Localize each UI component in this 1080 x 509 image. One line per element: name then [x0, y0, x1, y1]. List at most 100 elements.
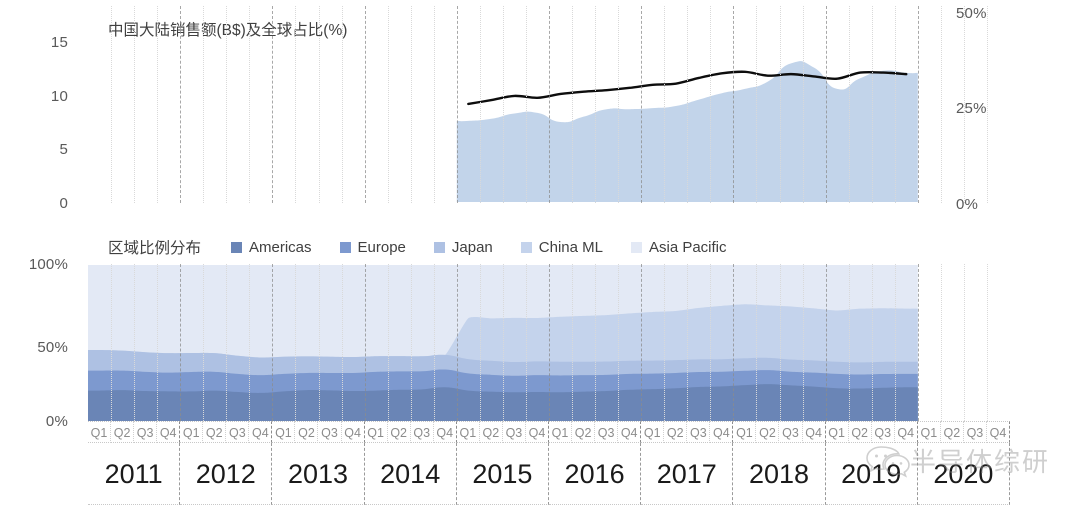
legend-swatch-icon: [630, 241, 642, 253]
x-axis-quarter-cell: Q2: [479, 421, 503, 443]
x-axis-quarter-cell: Q1: [272, 421, 296, 443]
gridline-quarter: [618, 264, 620, 421]
legend-item-japan[interactable]: Japan: [433, 239, 493, 256]
legend-item-asia-pacific[interactable]: Asia Pacific: [630, 239, 727, 256]
x-axis-year-cell: 2020: [917, 443, 1010, 505]
gridline-quarter: [387, 264, 389, 421]
gridline-year: [364, 6, 366, 203]
gridline-quarter: [387, 6, 389, 203]
x-axis-year-cell: 2011: [88, 443, 181, 505]
gridline-quarter: [572, 264, 574, 421]
bottom-left-axis-tick-50: 50%: [37, 339, 68, 356]
gridline-quarter: [249, 6, 251, 203]
bottom-gridlines: [88, 264, 1010, 421]
gridline-quarter: [502, 264, 504, 421]
x-axis-quarter-cell: Q1: [180, 421, 204, 443]
gridline-quarter: [848, 264, 850, 421]
gridline-year: [733, 6, 735, 203]
x-axis-quarter-row: Q1 Q2 Q3 Q4 Q1 Q2 Q3 Q4 Q1 Q2 Q3 Q4 Q1 Q2 Q3 Q4 Q1 Q2 Q3 Q4…: [88, 421, 1010, 443]
x-axis-quarter-cell: Q4: [986, 421, 1010, 443]
x-axis-quarter-cell: Q4: [710, 421, 734, 443]
x-axis-quarter-cell: Q2: [572, 421, 596, 443]
bottom-left-axis-tick-100: 100%: [28, 256, 68, 273]
gridline-year: [917, 6, 919, 203]
gridline-quarter: [664, 264, 666, 421]
gridline-quarter: [295, 264, 297, 421]
x-axis-year-row: 2011 2012 2013 2014 2015 2016 2017 2018 2019 2020: [88, 443, 1010, 505]
top-right-axis-tick-25: 25%: [956, 100, 987, 117]
gridline-quarter: [756, 6, 758, 203]
gridline-year: [549, 6, 550, 203]
x-axis-quarter-cell: Q4: [341, 421, 365, 443]
x-axis-quarter-cell: Q1: [456, 421, 480, 443]
x-axis-quarter-cell: Q3: [963, 421, 987, 443]
gridline-quarter: [318, 6, 320, 203]
gridline-quarter: [341, 6, 343, 203]
gridline-year: [825, 6, 827, 203]
gridline-quarter: [318, 264, 320, 421]
legend-item-label: China ML: [538, 238, 603, 256]
x-axis-year-cell: 2017: [641, 443, 734, 505]
gridline-quarter: [203, 264, 205, 421]
gridline-quarter: [203, 6, 205, 203]
gridline-quarter: [664, 6, 666, 203]
gridline-year: [825, 264, 827, 421]
gridline-quarter: [802, 264, 804, 421]
gridline-year: [456, 6, 458, 203]
gridline-quarter: [341, 264, 343, 421]
x-axis-year-cell: 2018: [733, 443, 826, 505]
gridline-quarter: [940, 264, 942, 421]
top-right-axis-tick-50: 50%: [956, 5, 987, 22]
x-axis-quarter-cell: Q4: [157, 421, 181, 443]
x-axis-year-cell: 2012: [180, 443, 273, 505]
x-axis-quarter-cell: Q3: [410, 421, 434, 443]
gridline-year: [180, 264, 182, 421]
top-left-axis-tick-5: 5: [59, 141, 68, 158]
gridline-quarter: [802, 6, 804, 203]
gridline-quarter: [871, 264, 873, 421]
top-chart-title: 中国大陆销售额(B$)及全球占比(%): [108, 22, 348, 39]
legend-item-china-ml[interactable]: China ML: [520, 238, 603, 256]
gridline-year: [180, 6, 182, 203]
top-right-axis-tick-0: 0%: [956, 196, 979, 213]
gridline-quarter: [894, 6, 896, 203]
x-axis-year-cell: 2019: [825, 443, 918, 505]
legend: 区域比例分布 Americas Europe Japan China ML Asia P…: [108, 236, 755, 258]
gridline-quarter: [433, 264, 435, 421]
top-left-axis-tick-0: 0: [59, 195, 68, 212]
gridline-quarter: [111, 264, 113, 421]
x-axis-quarter-cell: Q2: [940, 421, 964, 443]
gridline-year: [456, 264, 458, 421]
gridline-quarter: [710, 264, 712, 421]
gridline-year: [272, 6, 274, 203]
x-axis-year-cell: 2014: [364, 443, 457, 505]
gridline-quarter: [595, 6, 597, 203]
x-axis-quarter-cell: Q1: [825, 421, 849, 443]
gridline-quarter: [871, 6, 873, 203]
gridline-quarter: [502, 6, 504, 203]
gridline-year: [272, 264, 274, 421]
gridline-quarter: [226, 264, 228, 421]
x-axis-year-cell: 2013: [272, 443, 365, 505]
gridline-quarter: [618, 6, 620, 203]
gridline-quarter: [410, 6, 412, 203]
x-axis-quarter-cell: Q4: [249, 421, 273, 443]
gridline-quarter: [433, 6, 435, 203]
legend-item-label: Americas: [249, 238, 312, 256]
gridline-year: [917, 264, 919, 421]
gridline-year: [641, 6, 643, 203]
gridline-quarter: [134, 264, 136, 421]
x-axis-quarter-cell: Q3: [871, 421, 895, 443]
x-axis-quarter-cell: Q4: [618, 421, 642, 443]
gridline-quarter: [157, 6, 159, 203]
gridline-year: [364, 264, 366, 421]
bottom-left-axis-tick-0: 0%: [45, 413, 68, 430]
x-axis-quarter-cell: Q1: [641, 421, 665, 443]
gridline-quarter: [572, 6, 574, 203]
legend-item-europe[interactable]: Europe: [339, 239, 406, 256]
x-axis-quarter-cell: Q4: [433, 421, 457, 443]
legend-item-americas[interactable]: Americas: [231, 239, 312, 256]
x-axis-quarter-cell: Q1: [88, 421, 112, 443]
gridline-quarter: [295, 6, 297, 203]
gridline-quarter: [687, 6, 689, 203]
